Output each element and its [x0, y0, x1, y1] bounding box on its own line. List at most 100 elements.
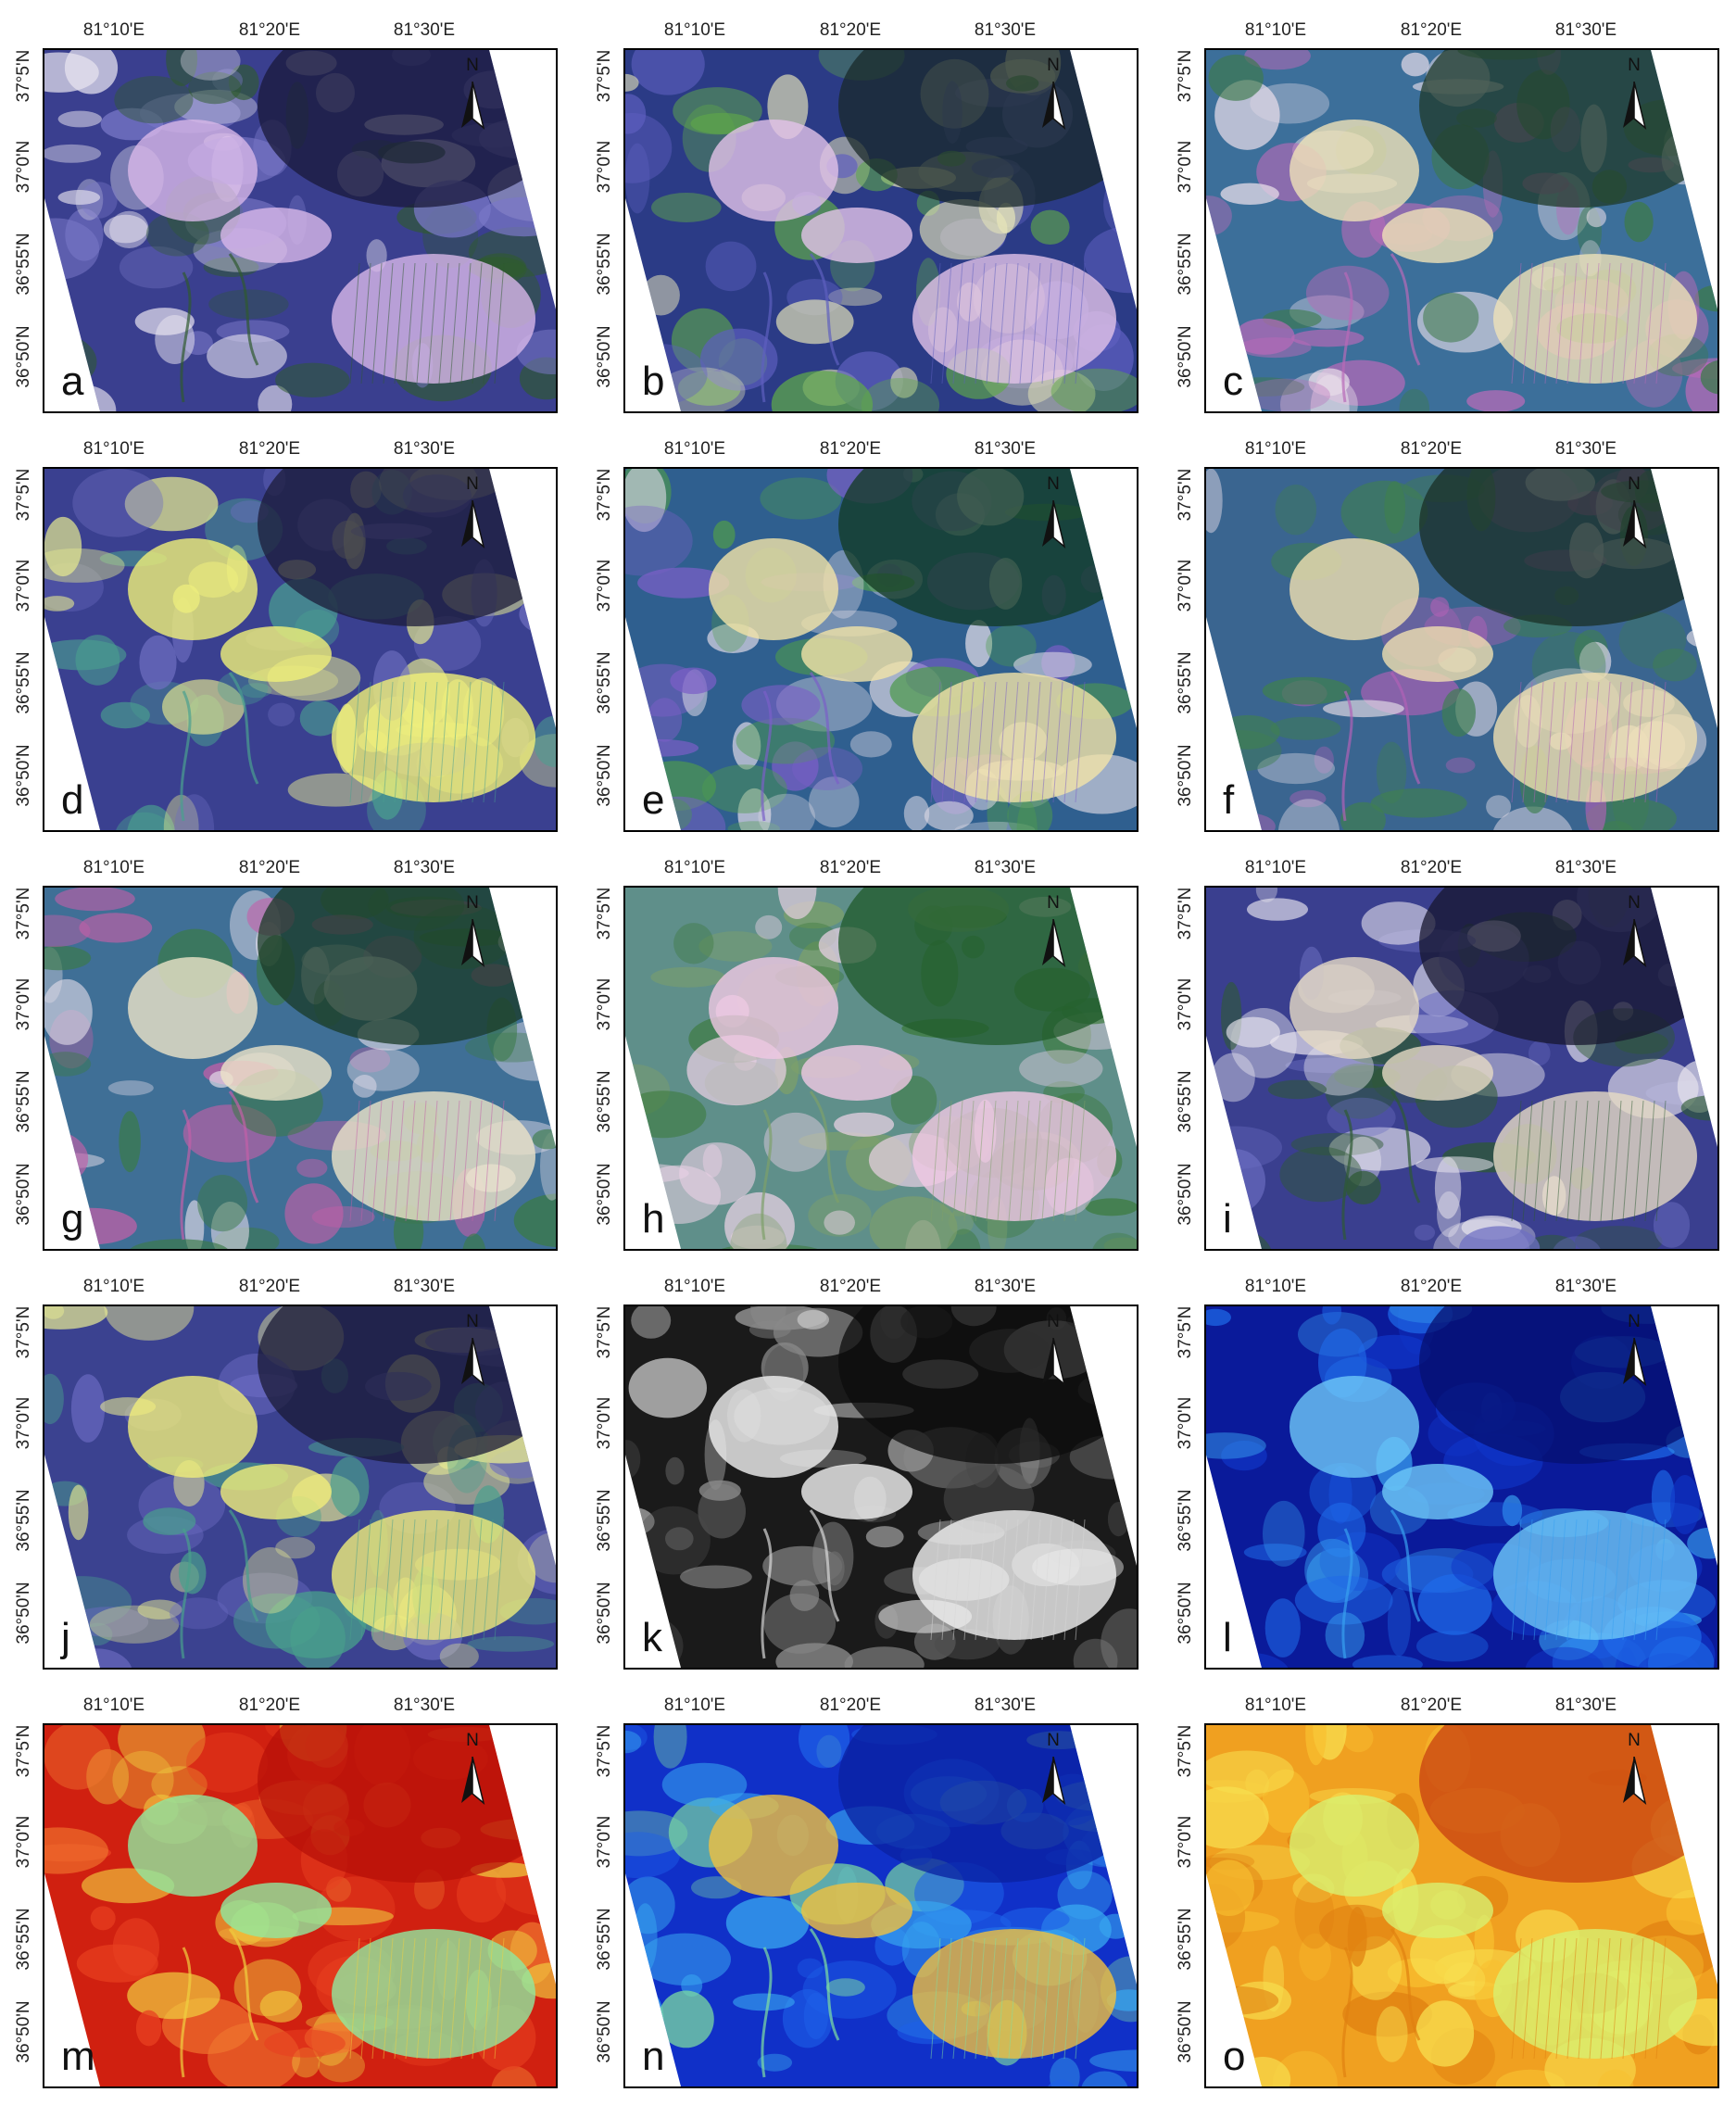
panel-letter: d: [61, 777, 84, 823]
latitude-label: 36°55'N: [595, 1489, 614, 1552]
panel-letter: k: [642, 1615, 662, 1660]
longitude-label: 81°30'E: [393, 858, 456, 877]
latitude-label: 37°0'N: [595, 977, 614, 1031]
longitude-label: 81°20'E: [819, 20, 882, 40]
north-label: N: [1047, 474, 1060, 494]
north-label: N: [1047, 893, 1060, 913]
longitude-label: 81°20'E: [1400, 20, 1463, 40]
satellite-image: [625, 50, 1137, 411]
latitude-label: 37°5'N: [14, 1305, 33, 1359]
panel-letter: h: [642, 1196, 665, 1242]
north-label: N: [1628, 56, 1641, 75]
latitude-label: 36°50'N: [14, 1582, 33, 1645]
latitude-label: 37°5'N: [595, 887, 614, 940]
latitude-label: 36°50'N: [1176, 1582, 1195, 1645]
map-panel-g: 81°10'E 81°20'E 81°30'E 37°5'N 37°0'N 36°55'N…: [0, 838, 574, 1254]
satellite-image: [1206, 469, 1717, 830]
north-arrow-icon: N: [1616, 1312, 1653, 1395]
latitude-label: 36°50'N: [1176, 2000, 1195, 2063]
latitude-label: 36°55'N: [14, 1908, 33, 1971]
satellite-image: [1206, 1306, 1717, 1668]
longitude-label: 81°30'E: [1554, 858, 1617, 877]
latitude-label: 37°5'N: [14, 1724, 33, 1778]
longitude-label: 81°10'E: [1244, 20, 1307, 40]
longitude-label: 81°10'E: [663, 439, 726, 459]
panel-letter: a: [61, 359, 84, 404]
panel-letter: i: [1223, 1196, 1232, 1242]
longitude-label: 81°30'E: [393, 1695, 456, 1715]
panel-letter: o: [1223, 2034, 1246, 2079]
north-label: N: [1047, 56, 1060, 75]
latitude-label: 37°0'N: [14, 1815, 33, 1869]
latitude-label: 36°50'N: [595, 2000, 614, 2063]
latitude-label: 36°55'N: [1176, 1489, 1195, 1552]
longitude-label: 81°20'E: [819, 1695, 882, 1715]
latitude-label: 37°5'N: [1176, 1724, 1195, 1778]
latitude-label: 37°5'N: [595, 1724, 614, 1778]
longitude-label: 81°10'E: [663, 858, 726, 877]
latitude-label: 37°5'N: [1176, 468, 1195, 522]
north-label: N: [466, 474, 479, 494]
north-label: N: [1628, 893, 1641, 913]
north-arrow-icon: N: [1035, 1312, 1072, 1395]
longitude-label: 81°30'E: [393, 439, 456, 459]
latitude-label: 36°50'N: [14, 325, 33, 388]
latitude-label: 36°55'N: [1176, 1070, 1195, 1133]
longitude-label: 81°10'E: [1244, 439, 1307, 459]
longitude-label: 81°10'E: [663, 1277, 726, 1296]
longitude-label: 81°10'E: [82, 20, 145, 40]
longitude-label: 81°10'E: [663, 1695, 726, 1715]
panel-letter: c: [1223, 359, 1243, 404]
longitude-label: 81°10'E: [82, 1695, 145, 1715]
latitude-label: 37°5'N: [14, 49, 33, 103]
latitude-label: 37°5'N: [14, 468, 33, 522]
north-arrow-icon: N: [1616, 56, 1653, 139]
panel-letter: l: [1223, 1615, 1232, 1660]
latitude-label: 37°0'N: [1176, 1815, 1195, 1869]
latitude-label: 37°0'N: [1176, 140, 1195, 194]
map-panel-e: 81°10'E 81°20'E 81°30'E 37°5'N 37°0'N 36°55'N…: [581, 419, 1155, 836]
satellite-image: [625, 469, 1137, 830]
longitude-label: 81°20'E: [819, 858, 882, 877]
latitude-label: 36°50'N: [595, 325, 614, 388]
longitude-label: 81°30'E: [974, 1277, 1037, 1296]
longitude-label: 81°10'E: [82, 858, 145, 877]
latitude-label: 37°0'N: [1176, 977, 1195, 1031]
latitude-label: 37°0'N: [595, 140, 614, 194]
latitude-label: 37°5'N: [595, 468, 614, 522]
panel-letter: e: [642, 777, 665, 823]
longitude-label: 81°20'E: [1400, 1277, 1463, 1296]
north-arrow-icon: N: [1035, 1731, 1072, 1814]
longitude-label: 81°30'E: [974, 1695, 1037, 1715]
longitude-label: 81°20'E: [238, 858, 301, 877]
longitude-label: 81°30'E: [974, 858, 1037, 877]
north-arrow-icon: N: [1616, 474, 1653, 558]
map-panel-b: 81°10'E 81°20'E 81°30'E 37°5'N 37°0'N 36°55'N…: [581, 0, 1155, 417]
longitude-label: 81°20'E: [238, 20, 301, 40]
north-arrow-icon: N: [454, 1312, 491, 1395]
latitude-label: 37°0'N: [595, 559, 614, 612]
longitude-label: 81°20'E: [238, 1695, 301, 1715]
longitude-label: 81°20'E: [819, 439, 882, 459]
map-panel-j: 81°10'E 81°20'E 81°30'E 37°5'N 37°0'N 36°55'N…: [0, 1256, 574, 1673]
latitude-label: 37°0'N: [14, 559, 33, 612]
longitude-label: 81°30'E: [1554, 20, 1617, 40]
longitude-label: 81°30'E: [393, 20, 456, 40]
latitude-label: 36°55'N: [1176, 233, 1195, 296]
north-arrow-icon: N: [454, 474, 491, 558]
map-panel-f: 81°10'E 81°20'E 81°30'E 37°5'N 37°0'N 36°55'N…: [1162, 419, 1736, 836]
longitude-label: 81°20'E: [1400, 1695, 1463, 1715]
latitude-label: 36°50'N: [1176, 1163, 1195, 1226]
longitude-label: 81°20'E: [238, 439, 301, 459]
